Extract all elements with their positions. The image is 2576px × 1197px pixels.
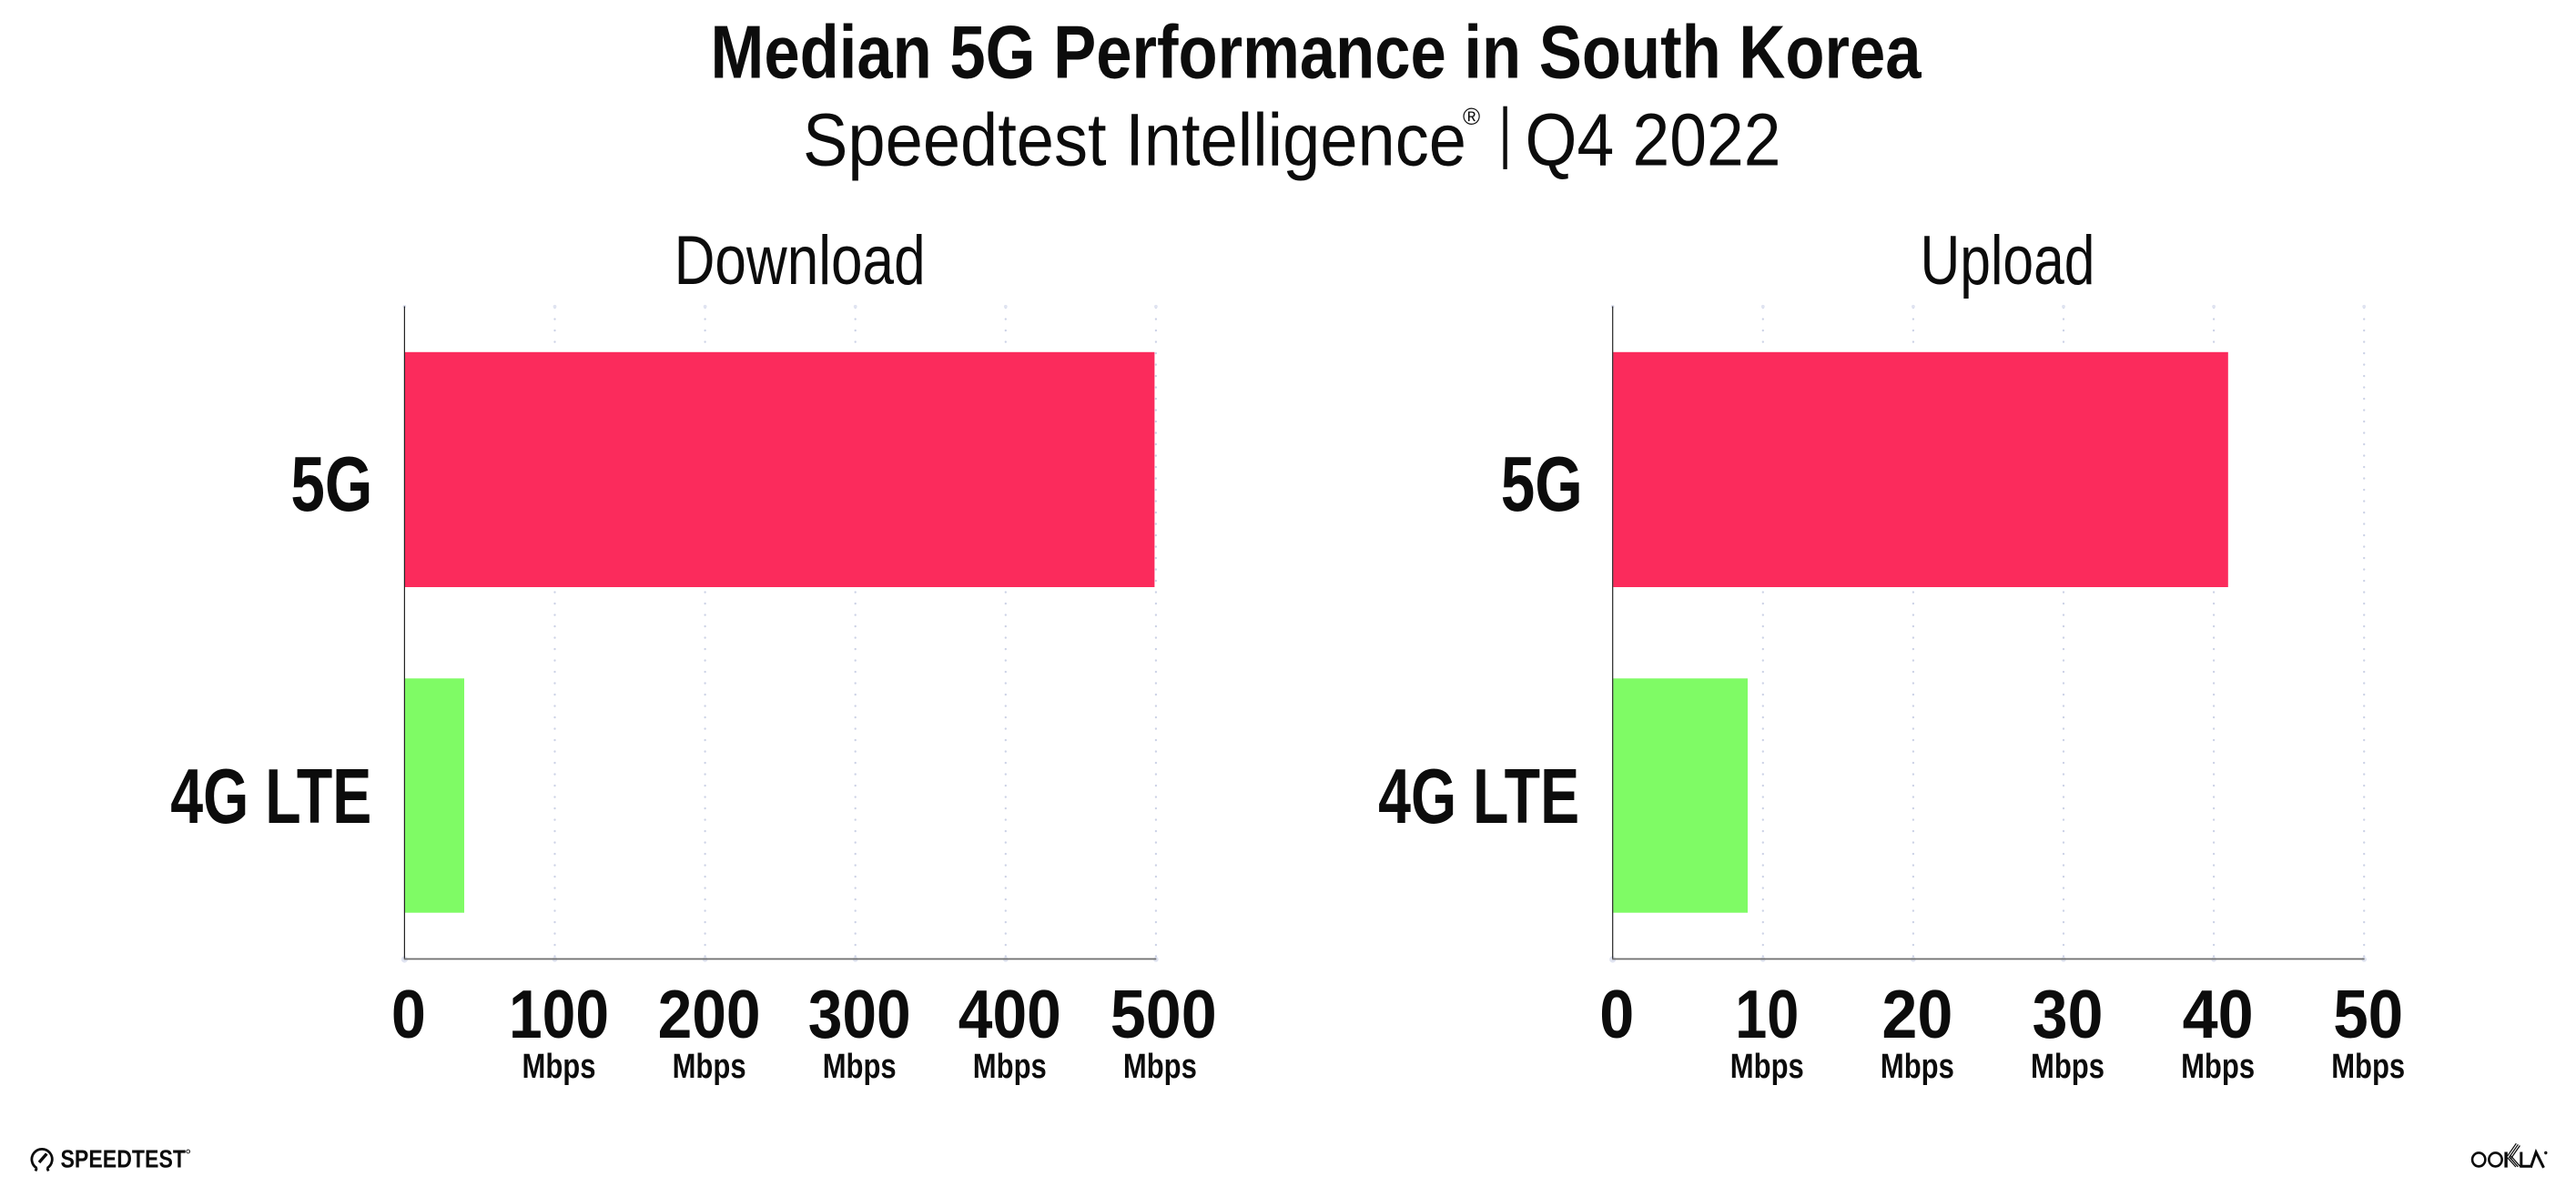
svg-text:4G LTE: 4G LTE	[170, 754, 371, 840]
svg-text:Mbps: Mbps	[2181, 1048, 2255, 1086]
svg-text:Mbps: Mbps	[973, 1048, 1047, 1086]
svg-text:SPEEDTEST: SPEEDTEST	[61, 1145, 187, 1173]
svg-text:Mbps: Mbps	[1881, 1048, 1954, 1086]
svg-text:Mbps: Mbps	[1730, 1048, 1804, 1086]
svg-text:30: 30	[2033, 976, 2104, 1052]
svg-text:Mbps: Mbps	[522, 1048, 596, 1086]
svg-text:Mbps: Mbps	[823, 1048, 897, 1086]
svg-text:400: 400	[958, 976, 1061, 1052]
svg-text:10: 10	[1735, 976, 1799, 1052]
svg-text:100: 100	[509, 976, 609, 1052]
svg-text:Mbps: Mbps	[1123, 1048, 1197, 1086]
svg-text:5G: 5G	[290, 441, 372, 528]
svg-text:®: ®	[1463, 103, 1480, 130]
svg-text:50: 50	[2333, 976, 2403, 1052]
svg-text:4G LTE: 4G LTE	[1378, 754, 1579, 840]
svg-text:0: 0	[1599, 976, 1634, 1052]
svg-text:300: 300	[808, 976, 911, 1052]
svg-text:Mbps: Mbps	[673, 1048, 746, 1086]
svg-text:Mbps: Mbps	[2331, 1048, 2405, 1086]
svg-text:40: 40	[2183, 976, 2254, 1052]
svg-text:20: 20	[1881, 976, 1952, 1052]
svg-text:Mbps: Mbps	[2031, 1048, 2104, 1086]
svg-text:0: 0	[391, 976, 426, 1052]
svg-text:200: 200	[658, 976, 761, 1052]
svg-text:Speedtest Intelligence: Speedtest Intelligence	[803, 98, 1466, 181]
svg-text:Q4 2022: Q4 2022	[1526, 98, 1781, 181]
svg-text:Upload: Upload	[1921, 222, 2095, 299]
svg-text:500: 500	[1111, 976, 1217, 1052]
svg-text:5G: 5G	[1501, 441, 1583, 528]
svg-text:Download: Download	[674, 222, 926, 299]
svg-text:Median 5G Performance in South: Median 5G Performance in South Korea	[711, 11, 1922, 95]
